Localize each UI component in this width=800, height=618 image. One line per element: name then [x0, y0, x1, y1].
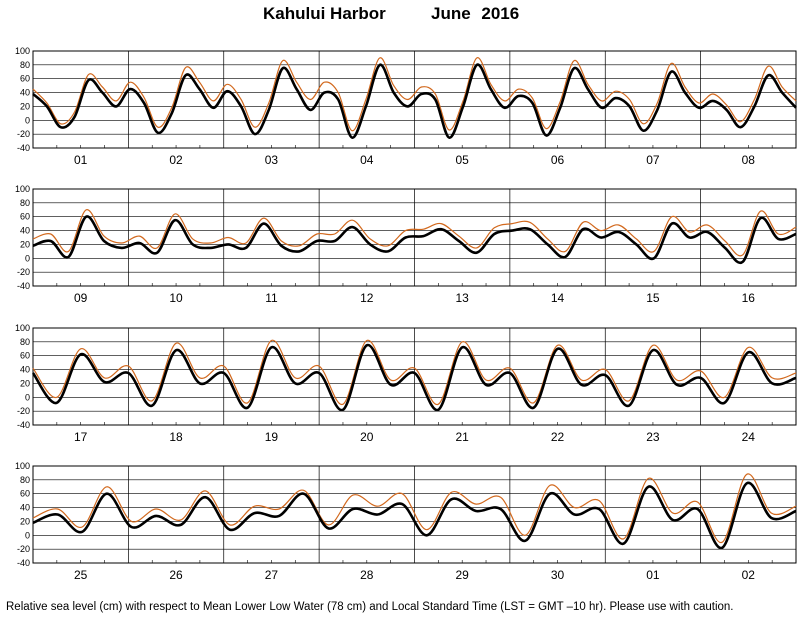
y-tick-label: 100	[15, 461, 30, 471]
day-label: 15	[646, 291, 660, 305]
y-tick-label: -40	[17, 558, 30, 568]
y-tick-label: 20	[20, 516, 30, 526]
day-label: 01	[646, 568, 660, 582]
y-tick-label: -20	[17, 267, 30, 277]
day-label: 18	[169, 430, 183, 444]
y-tick-label: 0	[25, 530, 30, 540]
panel-frame	[32, 327, 797, 426]
y-tick-label: 80	[20, 475, 30, 485]
y-tick-label: 60	[20, 489, 30, 499]
day-label: 05	[456, 153, 470, 167]
observed-tide-line	[32, 57, 797, 132]
y-tick-label: 40	[20, 88, 30, 98]
day-label: 23	[646, 430, 660, 444]
day-label: 02	[169, 153, 183, 167]
y-tick-label: -40	[17, 143, 30, 153]
panel-frame	[32, 188, 797, 287]
day-label: 09	[74, 291, 88, 305]
y-tick-label: 100	[15, 184, 30, 194]
day-label: 26	[169, 568, 183, 582]
day-label: 22	[551, 430, 565, 444]
predicted-tide-line	[31, 343, 797, 412]
day-label: 01	[74, 153, 88, 167]
y-tick-label: 0	[25, 253, 30, 263]
observed-tide-line	[32, 209, 797, 257]
day-label: 11	[265, 291, 278, 305]
y-tick-label: 40	[20, 365, 30, 375]
y-tick-label: 20	[20, 101, 30, 111]
day-label: 30	[551, 568, 565, 582]
day-label: 12	[360, 291, 374, 305]
panel-frame	[32, 465, 797, 564]
y-tick-label: -20	[17, 406, 30, 416]
day-label: 08	[742, 153, 756, 167]
day-label: 28	[360, 568, 374, 582]
day-label: 20	[360, 430, 374, 444]
y-tick-label: 0	[25, 392, 30, 402]
day-label: 25	[74, 568, 88, 582]
y-tick-label: 60	[20, 351, 30, 361]
month-year: June 2016	[431, 4, 520, 23]
y-tick-label: 80	[20, 60, 30, 70]
day-label: 10	[169, 291, 183, 305]
y-tick-label: 100	[15, 323, 30, 333]
y-tick-label: 0	[25, 115, 30, 125]
day-label: 29	[456, 568, 470, 582]
day-label: 06	[551, 153, 565, 167]
day-label: 14	[551, 291, 565, 305]
observed-tide-line	[32, 339, 797, 405]
day-label: 03	[265, 153, 279, 167]
y-tick-label: -20	[17, 544, 30, 554]
chart-title: Kahului Harbor June 2016	[0, 4, 800, 26]
predicted-tide-line	[32, 63, 797, 139]
y-tick-label: 80	[20, 337, 30, 347]
station-name: Kahului Harbor	[263, 4, 386, 23]
y-tick-label: 40	[20, 503, 30, 513]
y-tick-label: 100	[15, 46, 30, 56]
day-label: 21	[456, 430, 470, 444]
y-tick-label: -20	[17, 129, 30, 139]
y-tick-label: 80	[20, 198, 30, 208]
y-tick-label: -40	[17, 281, 30, 291]
day-label: 17	[74, 430, 88, 444]
observed-tide-line	[32, 473, 797, 543]
day-label: 04	[360, 153, 374, 167]
day-label: 27	[265, 568, 279, 582]
day-label: 13	[456, 291, 470, 305]
y-tick-label: -40	[17, 420, 30, 430]
day-label: 02	[742, 568, 756, 582]
predicted-tide-line	[32, 481, 797, 550]
y-tick-label: 60	[20, 74, 30, 84]
y-tick-label: 20	[20, 239, 30, 249]
y-tick-label: 40	[20, 226, 30, 236]
footnote: Relative sea level (cm) with respect to …	[6, 601, 734, 613]
day-label: 24	[742, 430, 756, 444]
day-label: 07	[646, 153, 660, 167]
predicted-tide-line	[32, 215, 797, 265]
y-tick-label: 20	[20, 378, 30, 388]
day-label: 16	[742, 291, 756, 305]
day-label: 19	[265, 430, 279, 444]
panel-frame	[32, 50, 797, 149]
y-tick-label: 60	[20, 212, 30, 222]
